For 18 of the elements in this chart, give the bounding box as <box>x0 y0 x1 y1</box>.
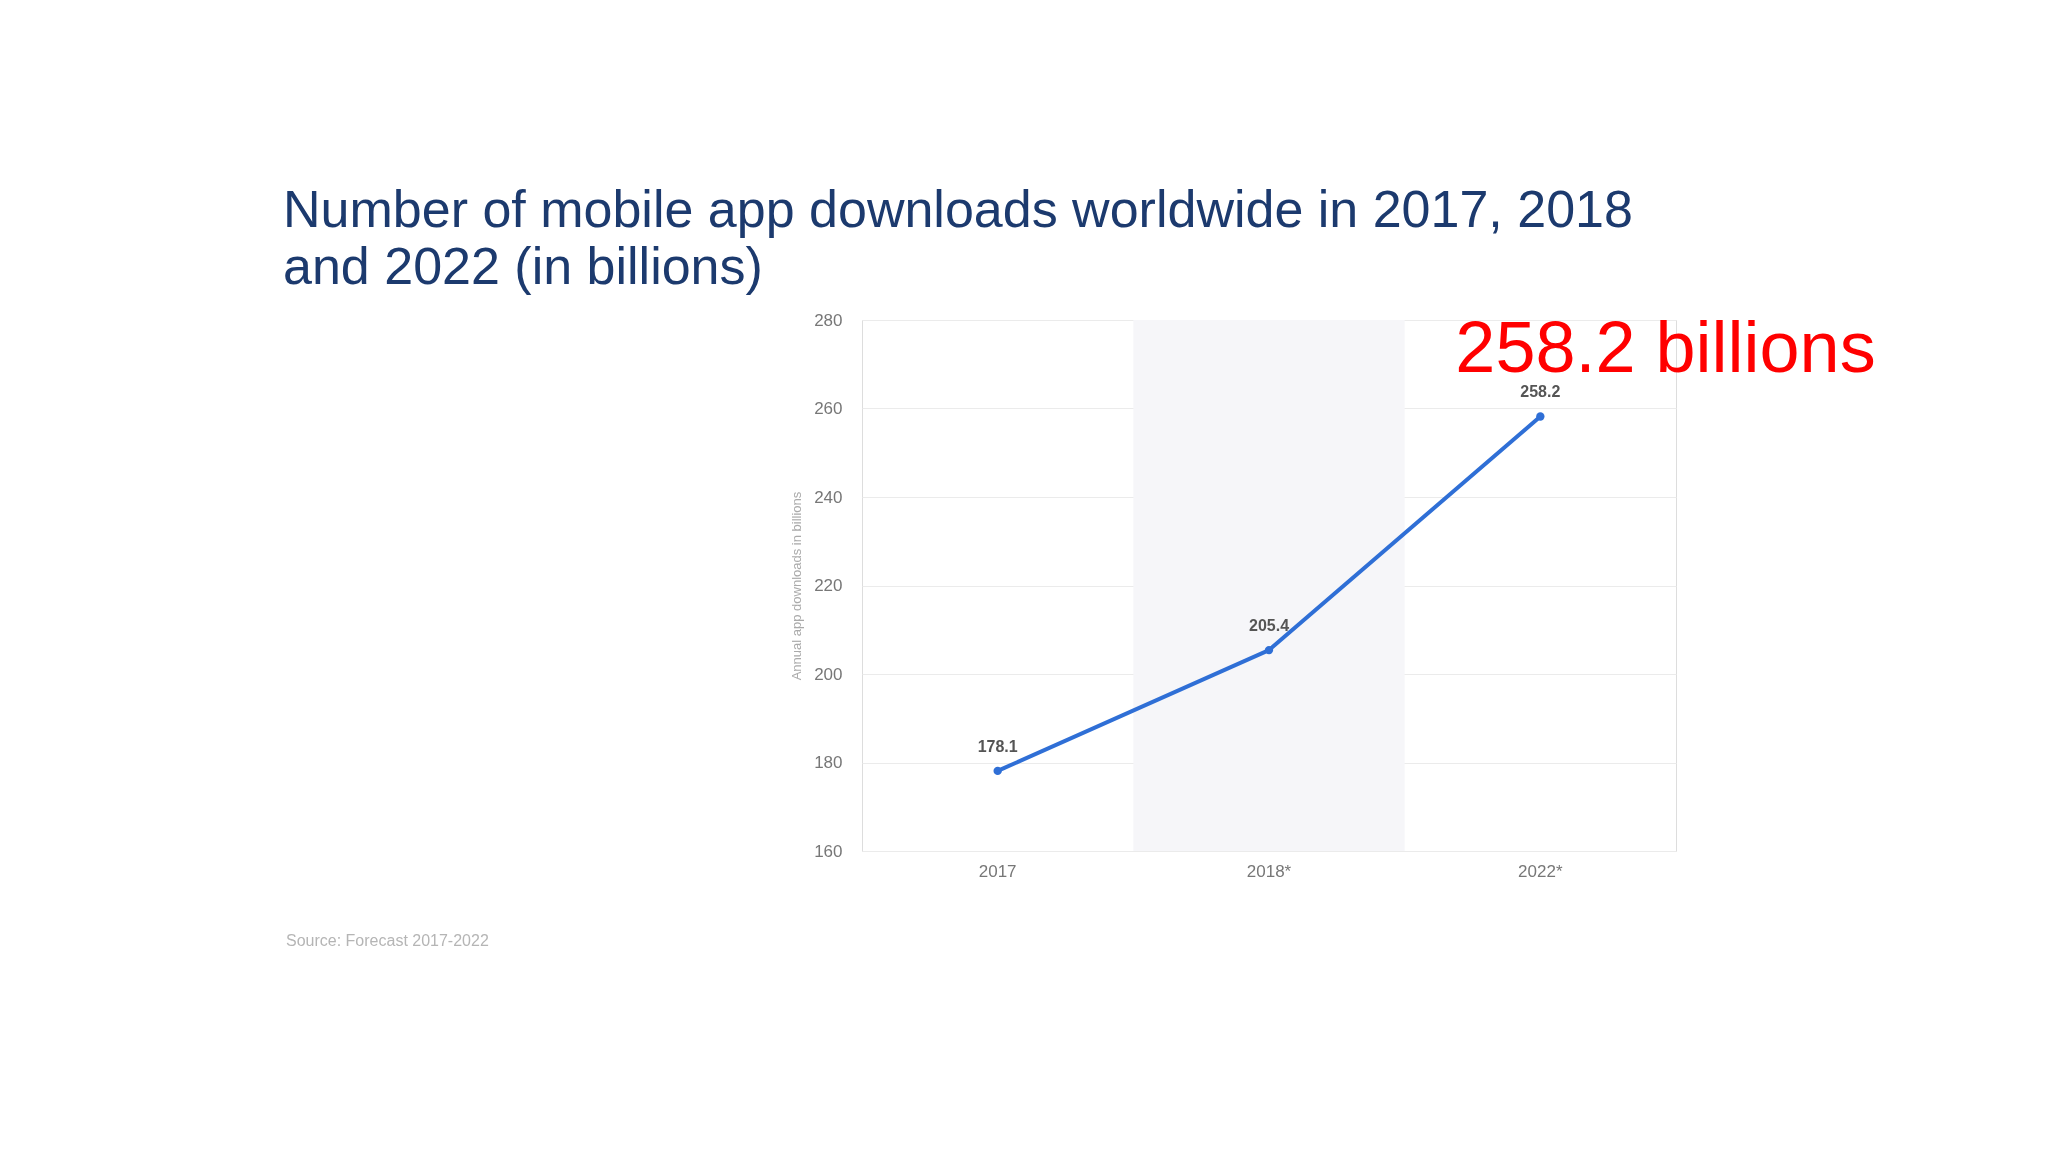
x-tick-label: 2022* <box>1518 861 1563 881</box>
point <box>1264 645 1274 655</box>
chart-title: Number of mobile app downloads worldwide in 2017, 2018 and 2022 (in billions) <box>283 180 1633 295</box>
y-tick-label: 220 <box>814 576 843 595</box>
y-tick-label: 280 <box>814 310 843 330</box>
source-note: Source: Forecast 2017-2022 <box>286 932 489 949</box>
y-tick-label: 200 <box>814 664 843 684</box>
x-tick-label: 2018* <box>1246 861 1292 881</box>
y-axis-title: Annual app downloads in billions <box>789 491 805 681</box>
y-tick-label: 160 <box>814 841 843 861</box>
y-tick-label: 180 <box>814 753 843 772</box>
data-label: 205.4 <box>1248 617 1290 635</box>
y-tick-label: 260 <box>814 399 843 418</box>
x-tick-label: 2017 <box>978 861 1017 881</box>
y-tick-label: 240 <box>814 487 843 507</box>
data-label: 178.1 <box>977 737 1018 755</box>
point <box>1536 412 1545 421</box>
point <box>993 766 1002 776</box>
